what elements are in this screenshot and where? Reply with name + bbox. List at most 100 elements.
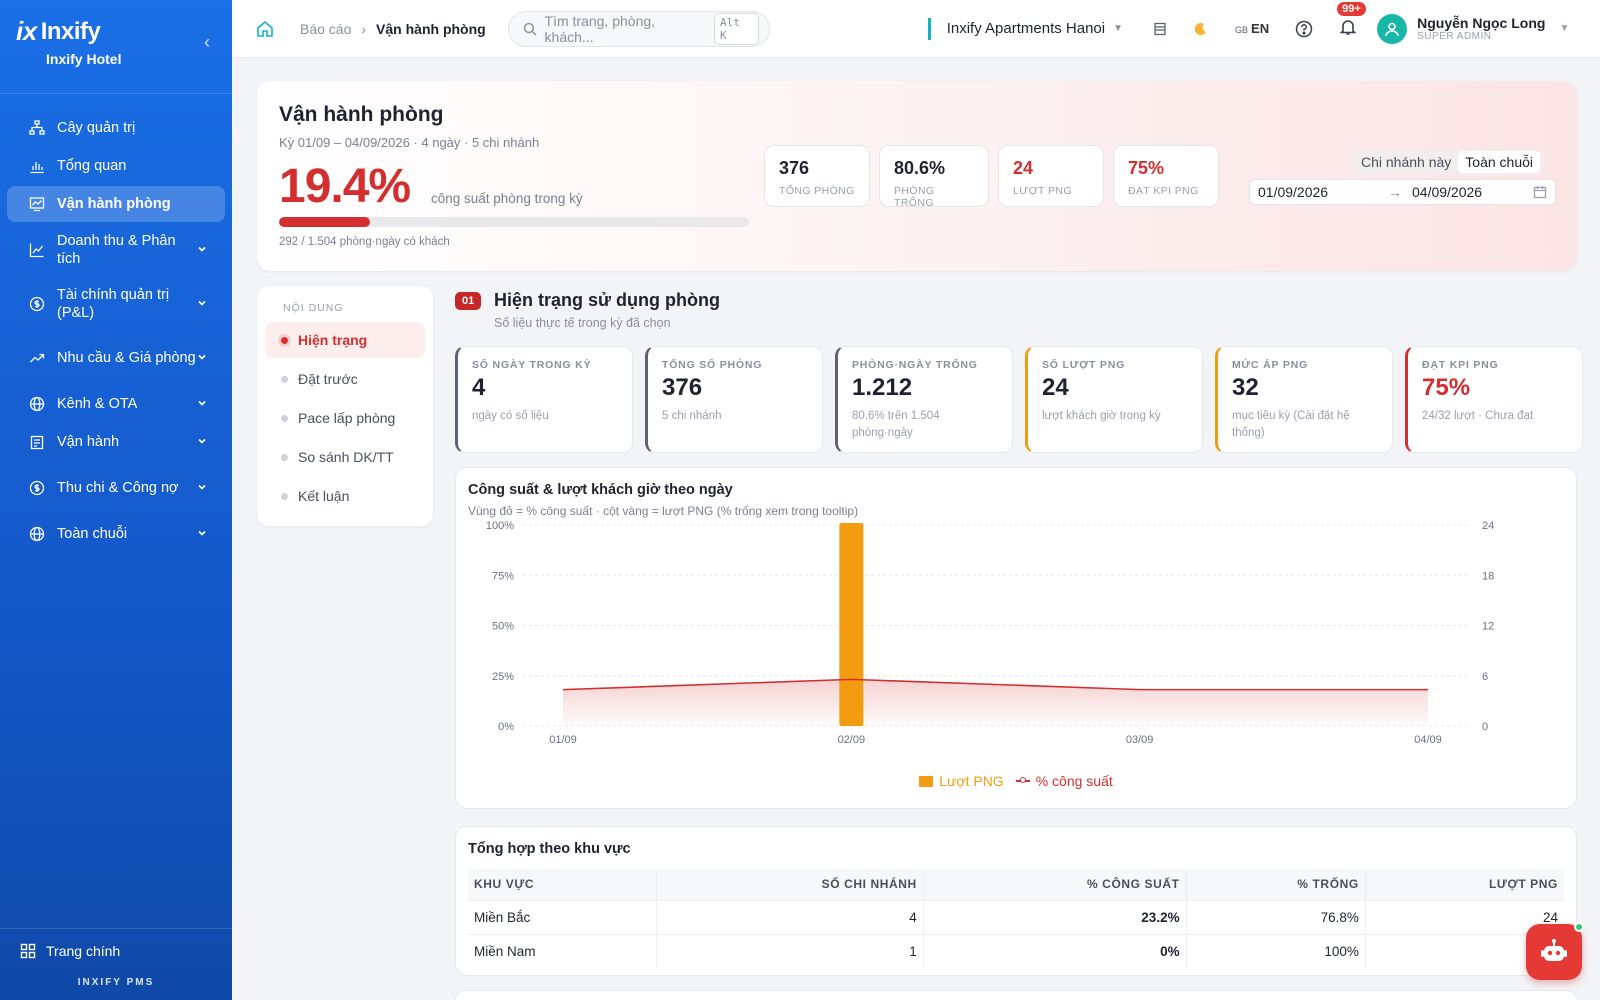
- section-title: Hiện trạng sử dụng phòng: [494, 290, 721, 310]
- table-body: Miền Bắc 4 23.2% 76.8% 24 Miền Nam 1 0% 100%: [468, 899, 1564, 968]
- x-tick-label: 02/09: [838, 734, 866, 746]
- toc-label: Pace lấp phòng: [298, 410, 396, 426]
- sidebar-item-5[interactable]: Nhu cầu & Giá phòng: [7, 332, 225, 384]
- legend-label-occupancy: % công suất: [1035, 773, 1113, 789]
- breadcrumb: Báo cáo › Vận hành phòng: [256, 20, 486, 38]
- home-link[interactable]: Trang chính: [20, 943, 212, 959]
- sidebar-item-label: Cây quản trị: [57, 120, 136, 136]
- user-icon: [1385, 22, 1399, 36]
- sidebar-item-9[interactable]: Toàn chuỗi: [7, 516, 225, 552]
- stat-label: PHÒNG·NGÀY TRỐNG: [852, 359, 978, 371]
- kpi-value: 80.6%: [894, 158, 946, 178]
- stat-desc: 24/32 lượt · Chưa đạt: [1422, 410, 1534, 422]
- table-cell: 1: [656, 933, 924, 968]
- home-icon[interactable]: [256, 20, 274, 38]
- column-header[interactable]: LƯỢT PNG: [1365, 869, 1564, 900]
- toc-item-0[interactable]: Hiện trạng: [265, 322, 425, 358]
- stat-card-1: TỔNG SỐ PHÒNG 376 5 chi nhánh: [645, 346, 823, 453]
- kpi-value: 24: [1013, 158, 1034, 178]
- brand-logo[interactable]: ix Inxify: [16, 16, 232, 47]
- kpi-label: ĐẠT KPI PNG: [1128, 185, 1199, 197]
- stat-value: 4: [472, 374, 486, 401]
- stat-label: MỨC ÁP PNG: [1232, 359, 1309, 371]
- user-name: Nguyễn Ngọc Long: [1417, 15, 1546, 31]
- kpi-chip-3: 75% ĐẠT KPI PNG: [1113, 145, 1219, 207]
- dollar-circle-icon: [29, 296, 45, 312]
- occupancy-chart-card: Công suất & lượt khách giờ theo ngày Vùn…: [455, 467, 1577, 809]
- column-header[interactable]: % CÔNG SUẤT: [923, 869, 1187, 900]
- scope-option-1[interactable]: Toàn chuỗi: [1458, 151, 1541, 173]
- assistant-button[interactable]: [1526, 922, 1584, 980]
- occupancy-chart[interactable]: 0% 25% 50% 75% 100% 0 6 12 18 24 01/09 02/09 03/09 04…: [456, 468, 1578, 768]
- sidebar-item-1[interactable]: Tổng quan: [7, 148, 225, 184]
- sidebar-item-label: Vận hành: [57, 434, 120, 450]
- notification-badge: 99+: [1337, 2, 1366, 16]
- property-name: Inxify Apartments Hanoi: [946, 20, 1106, 37]
- toc-item-3[interactable]: So sánh DK/TT: [265, 439, 425, 475]
- table-cell: 4: [656, 899, 924, 934]
- search-shortcut: Alt K: [713, 12, 759, 45]
- legend-item-occupancy[interactable]: % công suất: [1015, 773, 1113, 789]
- user-menu[interactable]: Nguyễn Ngọc Long SUPER ADMIN ▼: [1377, 13, 1569, 44]
- legend-item-png[interactable]: Lượt PNG: [919, 773, 1004, 789]
- date-from[interactable]: 01/09/2026: [1258, 184, 1329, 200]
- summary-hero: Vận hành phòng Kỳ 01/09 – 04/09/2026 · 4…: [257, 81, 1577, 271]
- region-table: KHU VỰC SỐ CHI NHÁNH% CÔNG SUẤT% TRỐNG LƯỢ…: [468, 869, 1564, 968]
- breadcrumb-root[interactable]: Báo cáo: [300, 20, 352, 37]
- help-icon[interactable]: [1295, 20, 1313, 38]
- sidebar-item-6[interactable]: Kênh & OTA: [7, 386, 225, 422]
- toc-item-1[interactable]: Đặt trước: [265, 361, 425, 397]
- stat-card-4: MỨC ÁP PNG 32 mục tiêu kỳ (Cài đặt hệ thốn…: [1215, 346, 1393, 453]
- search-input[interactable]: Tìm trang, phòng, khách... Alt K: [507, 10, 770, 47]
- sidebar-item-2[interactable]: Vận hành phòng: [7, 186, 225, 222]
- breadcrumb-current: Vận hành phòng: [376, 20, 486, 37]
- stat-value: 75%: [1422, 374, 1471, 401]
- column-header[interactable]: KHU VỰC: [468, 869, 657, 900]
- chart-legend: Lượt PNG % công suất: [456, 773, 1576, 789]
- stat-label: SỐ NGÀY TRONG KỲ: [472, 359, 592, 371]
- kpi-label: PHÒNG TRỐNG: [894, 185, 935, 209]
- sidebar-item-7[interactable]: Vận hành: [7, 424, 225, 460]
- chevron-down-icon: [197, 528, 209, 541]
- y-left-tick-label: 100%: [486, 520, 514, 532]
- sidebar-item-0[interactable]: Cây quản trị: [7, 110, 225, 146]
- search-placeholder: Tìm trang, phòng, khách...: [544, 12, 656, 45]
- language-switch[interactable]: GB EN: [1235, 21, 1269, 36]
- sidebar-item-4[interactable]: Tài chính quản trị (P&L): [7, 278, 225, 330]
- topbar: Báo cáo › Vận hành phòng Tìm trang, phòn…: [232, 0, 1600, 58]
- sidebar-item-label: Kênh & OTA: [57, 396, 138, 412]
- occupancy-progress: [279, 217, 749, 227]
- stat-card-0: SỐ NGÀY TRONG KỲ 4 ngày có số liệu: [455, 346, 633, 453]
- moon-icon[interactable]: [1193, 21, 1209, 37]
- brand-name: Inxify: [40, 17, 101, 45]
- period-subtitle: Kỳ 01/09 – 04/09/2026 · 4 ngày · 5 chi n…: [279, 135, 540, 150]
- layout-icon[interactable]: [1153, 22, 1167, 36]
- column-header[interactable]: % TRỐNG: [1186, 869, 1366, 900]
- toc-item-4[interactable]: Kết luận: [265, 478, 425, 514]
- bar-png-02/09: [839, 523, 864, 726]
- kpi-chip-2: 24 LƯỢT PNG: [998, 145, 1104, 207]
- column-header[interactable]: SỐ CHI NHÁNH: [656, 869, 924, 900]
- brand-mark: ix: [16, 16, 37, 46]
- date-to[interactable]: 04/09/2026: [1412, 184, 1483, 200]
- globe-icon: [29, 396, 45, 412]
- stat-desc: 80.6% trên 1.504 phòng·ngày: [852, 410, 940, 439]
- sidebar-item-8[interactable]: Thu chi & Công nợ: [7, 462, 225, 514]
- monitor-chart-icon: [29, 196, 45, 212]
- scope-option-0[interactable]: Chi nhánh này: [1361, 154, 1452, 170]
- robot-icon: [1541, 939, 1567, 961]
- chevron-left-icon[interactable]: ‹: [204, 32, 210, 52]
- hotel-name: Inxify Hotel: [46, 51, 122, 67]
- notification-button[interactable]: 99+: [1337, 2, 1366, 39]
- chevron-down-icon: ▼: [1113, 23, 1124, 34]
- date-range-picker[interactable]: 01/09/2026 → 04/09/2026: [1249, 179, 1556, 205]
- table-row[interactable]: Miền Bắc 4 23.2% 76.8% 24: [468, 899, 1564, 934]
- toc-item-2[interactable]: Pace lấp phòng: [265, 400, 425, 436]
- section-number: 01: [455, 292, 482, 310]
- sidebar-item-3[interactable]: Doanh thu & Phân tích: [7, 224, 225, 276]
- table-row[interactable]: Miền Nam 1 0% 100%: [468, 933, 1564, 968]
- sidebar-item-label: Toàn chuỗi: [57, 526, 128, 542]
- property-selector[interactable]: Inxify Apartments Hanoi ▼: [927, 17, 1124, 40]
- y-right-tick-label: 24: [1482, 520, 1494, 532]
- clipboard-icon: [29, 434, 45, 450]
